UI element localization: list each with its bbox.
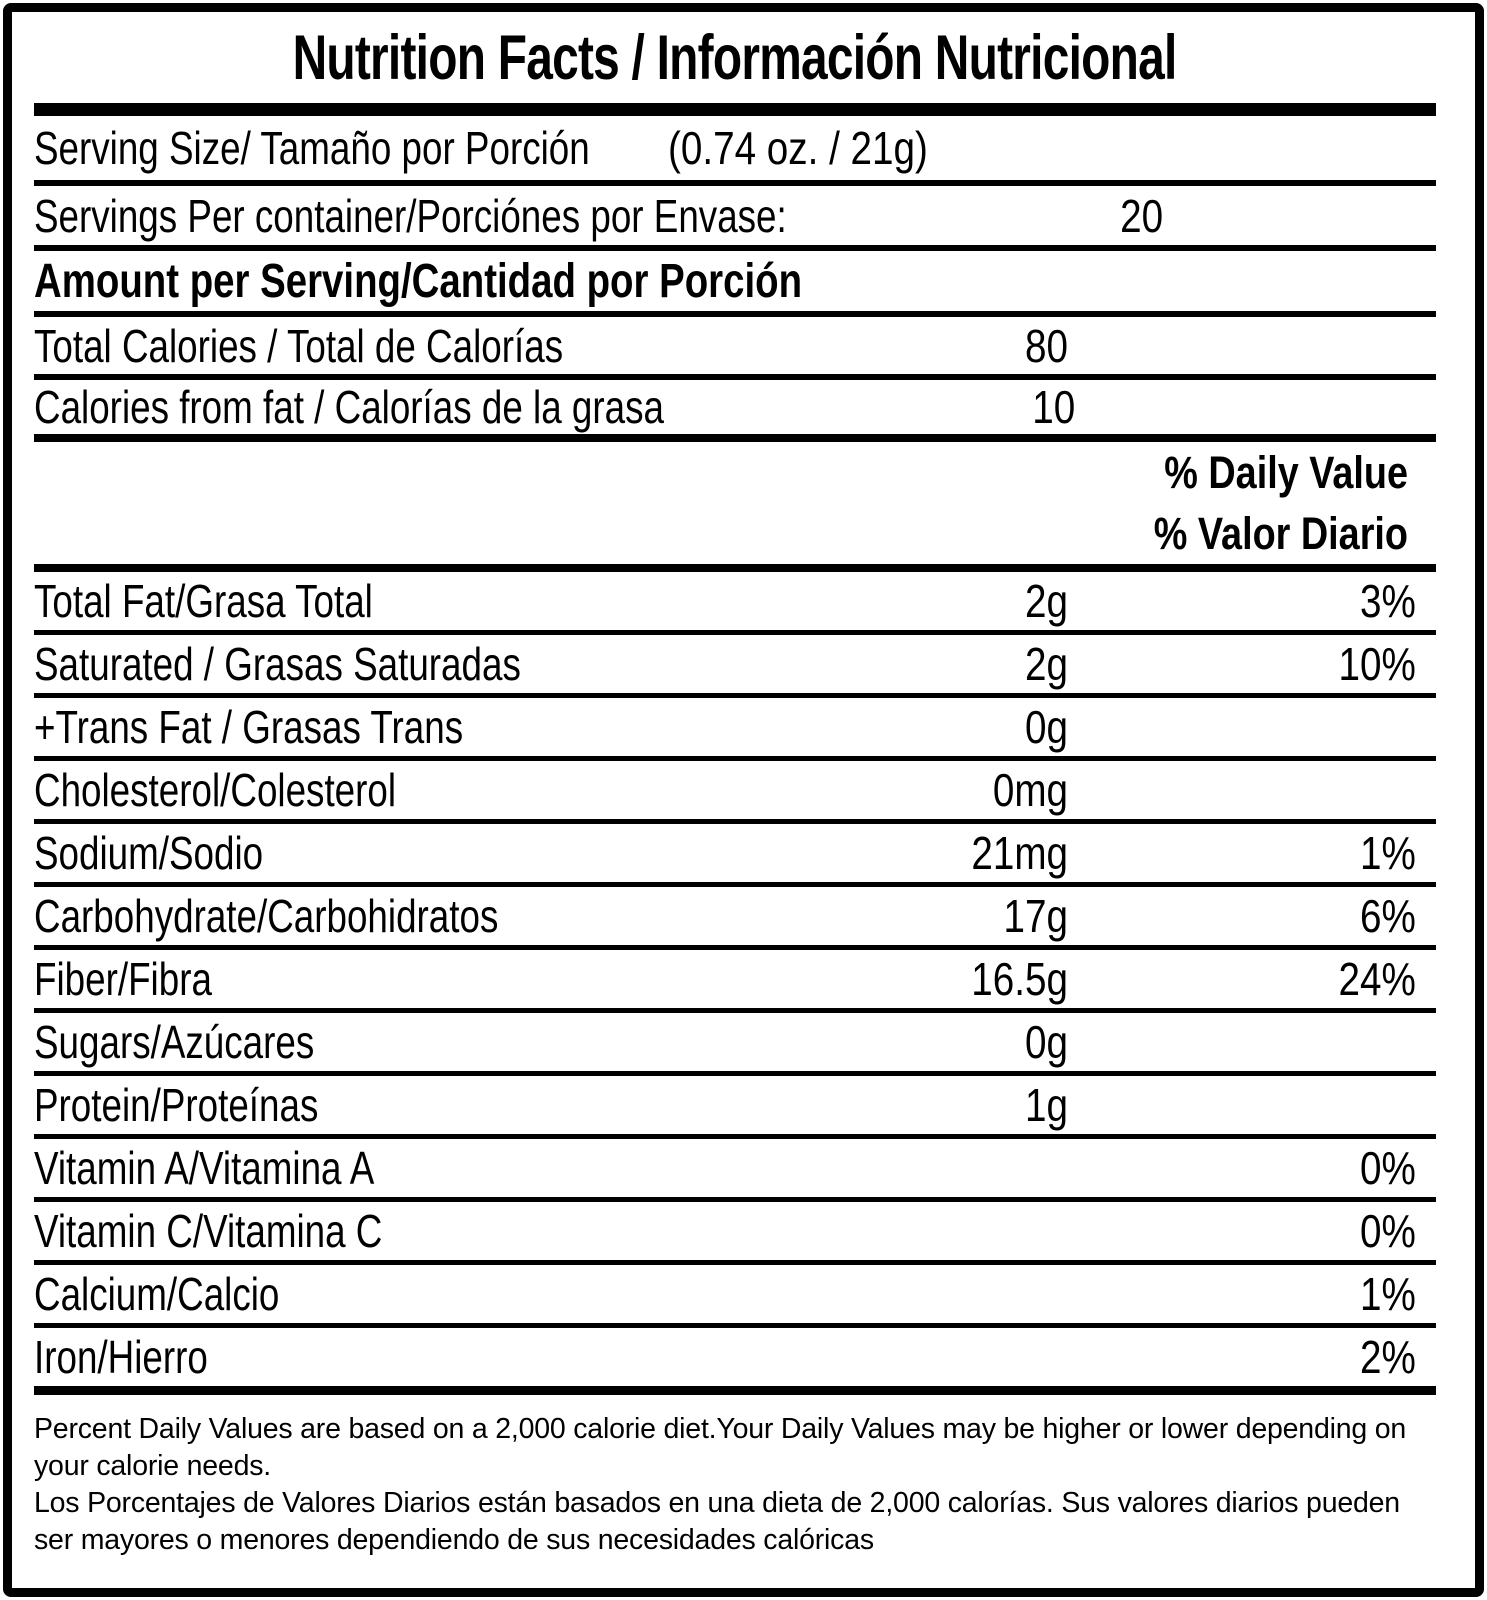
total-calories-label: Total Calories / Total de Calorías — [34, 319, 564, 372]
nutrient-row-iron: Iron/Hierro 2% — [34, 1328, 1436, 1395]
nutrient-dv: 24% — [1338, 953, 1416, 1005]
serving-size-row: Serving Size/ Tamaño por Porción (0.74 o… — [34, 116, 1436, 186]
servings-per-container-label: Servings Per container/Porciónes por Env… — [34, 189, 787, 242]
nutrient-row-vitamin-c: Vitamin C/Vitamina C 0% — [34, 1202, 1436, 1265]
nutrient-row-carbohydrate: Carbohydrate/Carbohidratos 17g 6% — [34, 887, 1436, 950]
calories-from-fat-row: Calories from fat / Calorías de la grasa… — [34, 380, 1436, 442]
nutrient-label: Sugars/Azúcares — [34, 1016, 315, 1068]
nutrient-row-trans-fat: +Trans Fat / Grasas Trans 0g — [34, 698, 1436, 761]
nutrient-label: Cholesterol/Colesterol — [34, 764, 397, 816]
nutrient-row-fiber: Fiber/Fibra 16.5g 24% — [34, 950, 1436, 1013]
daily-value-header-en: % Daily Value — [1164, 447, 1408, 498]
servings-per-container-value: 20 — [1120, 189, 1164, 242]
nutrient-row-saturated-fat: Saturated / Grasas Saturadas 2g 10% — [34, 635, 1436, 698]
nutrient-amount: 1g — [1025, 1079, 1068, 1131]
total-calories-value: 80 — [1025, 319, 1068, 372]
label-frame: Nutrition Facts / Información Nutriciona… — [3, 3, 1484, 1597]
nutrient-amount: 0mg — [992, 764, 1068, 816]
serving-size-value: (0.74 oz. / 21g) — [668, 122, 928, 174]
label-header: Nutrition Facts / Información Nutriciona… — [34, 12, 1436, 103]
nutrient-amount: 16.5g — [971, 953, 1068, 1005]
footnote-english: Percent Daily Values are based on a 2,00… — [34, 1413, 1407, 1482]
nutrient-label: Sodium/Sodio — [34, 827, 264, 879]
nutrient-label: Vitamin A/Vitamina A — [34, 1142, 375, 1194]
nutrient-label: Iron/Hierro — [34, 1331, 208, 1383]
daily-value-header: % Daily Value % Valor Diario — [34, 442, 1436, 572]
nutrient-amount: 21mg — [971, 827, 1068, 879]
nutrient-dv: 3% — [1359, 575, 1416, 627]
daily-value-header-es: % Valor Diario — [1153, 508, 1408, 559]
total-calories-row: Total Calories / Total de Calorías 80 — [34, 317, 1436, 380]
nutrient-row-cholesterol: Cholesterol/Colesterol 0mg — [34, 761, 1436, 824]
nutrient-dv: 10% — [1338, 638, 1416, 690]
footnotes: Percent Daily Values are based on a 2,00… — [34, 1395, 1436, 1559]
nutrient-amount: 17g — [1003, 890, 1068, 942]
nutrient-row-protein: Protein/Proteínas 1g — [34, 1076, 1436, 1139]
nutrient-label: Vitamin C/Vitamina C — [34, 1205, 383, 1257]
amount-per-serving-row: Amount per Serving/Cantidad por Porción — [34, 251, 1436, 317]
nutrient-dv: 1% — [1359, 1268, 1416, 1320]
nutrient-row-calcium: Calcium/Calcio 1% — [34, 1265, 1436, 1328]
calories-from-fat-label: Calories from fat / Calorías de la grasa — [34, 381, 664, 433]
title-divider-bar — [34, 103, 1436, 116]
nutrient-label: Total Fat/Grasa Total — [34, 575, 373, 627]
nutrient-row-vitamin-a: Vitamin A/Vitamina A 0% — [34, 1139, 1436, 1202]
nutrient-row-sugars: Sugars/Azúcares 0g — [34, 1013, 1436, 1076]
nutrient-row-total-fat: Total Fat/Grasa Total 2g 3% — [34, 572, 1436, 635]
nutrient-dv: 0% — [1359, 1205, 1416, 1257]
nutrient-amount: 2g — [1025, 638, 1068, 690]
nutrient-label: Protein/Proteínas — [34, 1079, 319, 1131]
nutrient-label: Saturated / Grasas Saturadas — [34, 638, 521, 690]
nutrient-label: +Trans Fat / Grasas Trans — [34, 701, 464, 753]
nutrient-dv: 0% — [1359, 1142, 1416, 1194]
calories-from-fat-value: 10 — [1032, 381, 1076, 433]
nutrient-label: Fiber/Fibra — [34, 953, 212, 1005]
nutrient-amount: 0g — [1025, 1016, 1068, 1068]
nutrient-dv: 1% — [1359, 827, 1416, 879]
servings-per-container-row: Servings Per container/Porciónes por Env… — [34, 186, 1436, 251]
nutrient-label: Carbohydrate/Carbohidratos — [34, 890, 499, 942]
footnote-spanish: Los Porcentajes de Valores Diarios están… — [34, 1487, 1400, 1556]
nutrient-amount: 0g — [1025, 701, 1068, 753]
nutrient-label: Calcium/Calcio — [34, 1268, 280, 1320]
serving-size-label: Serving Size/ Tamaño por Porción — [34, 122, 590, 174]
nutrient-dv: 6% — [1359, 890, 1416, 942]
nutrient-dv: 2% — [1359, 1331, 1416, 1383]
nutrient-amount: 2g — [1025, 575, 1068, 627]
label-title: Nutrition Facts / Información Nutriciona… — [293, 22, 1178, 93]
amount-per-serving-heading: Amount per Serving/Cantidad por Porción — [34, 254, 803, 308]
nutrient-row-sodium: Sodium/Sodio 21mg 1% — [34, 824, 1436, 887]
